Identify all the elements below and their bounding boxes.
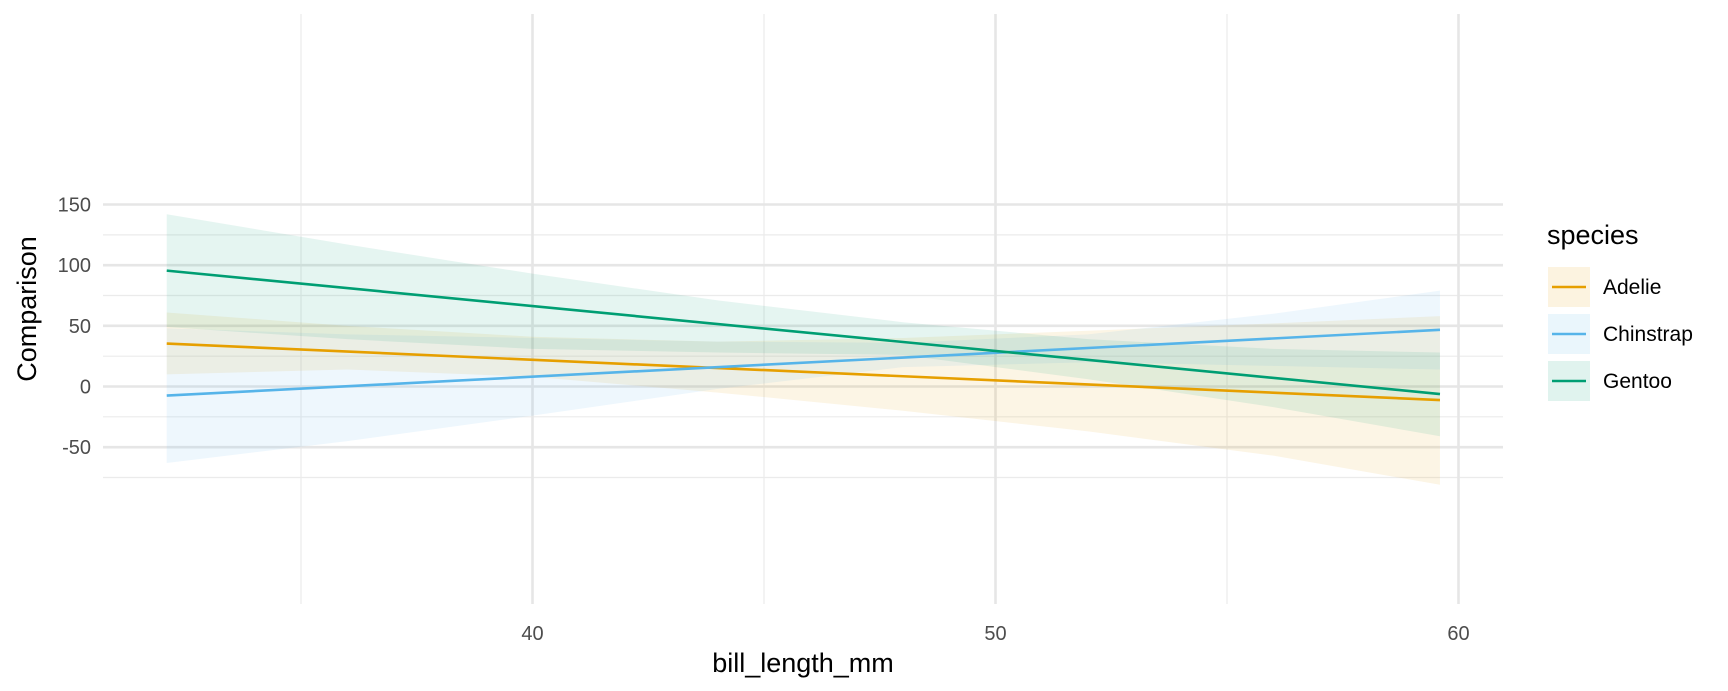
line-gentoo (166, 269, 1441, 396)
x-tick-label: 60 (1447, 623, 1469, 645)
legend-title: species (1547, 220, 1639, 250)
x-tick-label: 50 (984, 623, 1006, 645)
grid (103, 14, 1503, 604)
x-axis-tick-labels: 40 50 60 (521, 623, 1469, 645)
legend-items: Adelie Chinstrap Gentoo (1548, 267, 1693, 401)
confidence-bands (166, 214, 1440, 485)
band-gentoo (166, 214, 1440, 437)
x-tick-label: 40 (521, 623, 543, 645)
band-chinstrap (166, 290, 1440, 463)
line-chinstrap (166, 328, 1441, 397)
x-axis-title: bill_length_mm (712, 648, 894, 678)
y-tick-label: 150 (58, 195, 91, 217)
legend: species Adelie Chinstrap Gentoo (1547, 220, 1693, 401)
line-adelie (166, 342, 1441, 402)
legend-label-adelie: Adelie (1603, 276, 1661, 299)
band-adelie (166, 312, 1440, 485)
y-axis-tick-labels: -50 0 50 100 150 (58, 195, 91, 460)
y-axis-title: Comparison (12, 236, 42, 382)
y-tick-label: -50 (62, 437, 91, 459)
y-tick-label: 0 (80, 377, 91, 399)
y-tick-label: 50 (69, 316, 91, 338)
y-tick-label: 100 (58, 255, 91, 277)
legend-label-chinstrap: Chinstrap (1603, 323, 1693, 346)
series-lines (166, 269, 1441, 402)
legend-label-gentoo: Gentoo (1603, 370, 1672, 393)
